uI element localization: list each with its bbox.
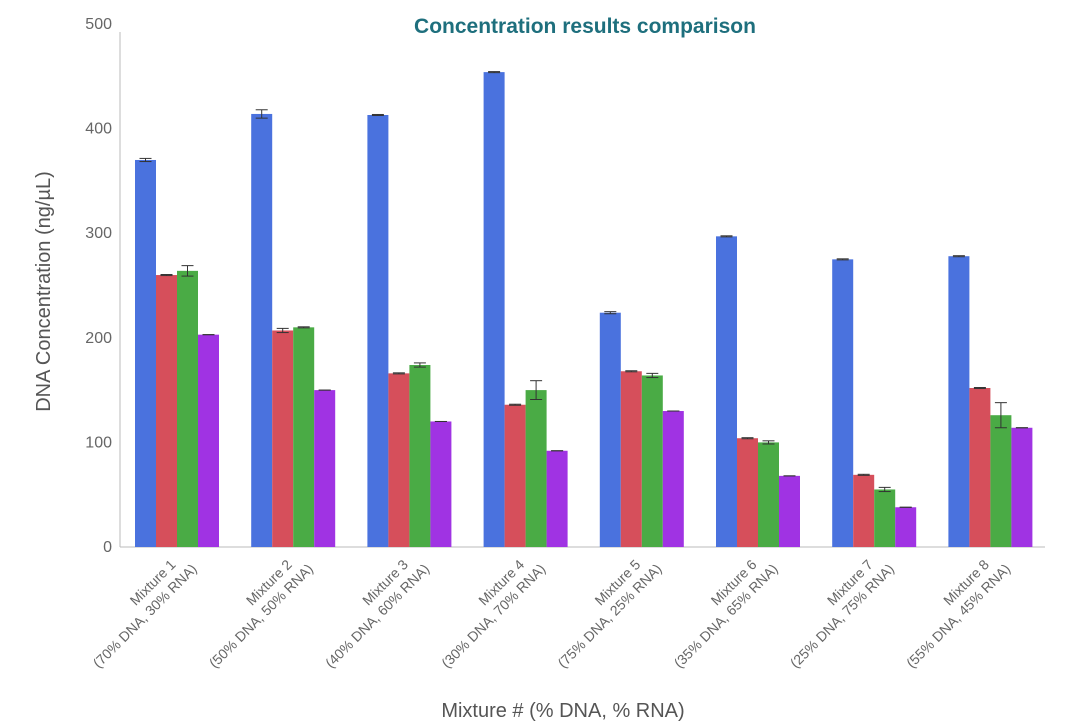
bar xyxy=(779,475,800,547)
x-tick-label-line2: (35% DNA, 65% RNA) xyxy=(671,561,781,671)
bar xyxy=(272,330,294,547)
bar xyxy=(251,113,273,548)
bar xyxy=(546,450,568,547)
bar xyxy=(662,411,684,547)
x-tick-label-line2: (40% DNA, 60% RNA) xyxy=(322,561,432,671)
bars xyxy=(135,72,1033,548)
y-tick-label: 100 xyxy=(85,434,112,451)
bar xyxy=(832,259,854,547)
x-tick-label-line2: (70% DNA, 30% RNA) xyxy=(90,561,200,671)
x-tick-label: Mixture 7(25% DNA, 75% RNA) xyxy=(787,556,897,671)
bar xyxy=(874,489,896,547)
x-tick-label: Mixture 1(70% DNA, 30% RNA) xyxy=(90,556,200,671)
bar xyxy=(430,421,452,547)
x-axis-label: Mixture # (% DNA, % RNA) xyxy=(441,700,684,722)
bar xyxy=(198,334,219,547)
bar xyxy=(388,373,410,547)
bar xyxy=(969,388,991,547)
bar xyxy=(599,312,621,547)
y-tick-label: 400 xyxy=(85,121,112,138)
x-tick-label-line2: (25% DNA, 75% RNA) xyxy=(787,561,897,671)
bar xyxy=(758,442,779,547)
bar xyxy=(990,415,1012,547)
x-tick-label: Mixture 5(75% DNA, 25% RNA) xyxy=(554,556,664,671)
x-tick-label-line2: (55% DNA, 45% RNA) xyxy=(903,561,1013,671)
bar xyxy=(314,390,336,547)
x-ticks: Mixture 1(70% DNA, 30% RNA) Mixture 2(50%… xyxy=(90,556,1014,671)
x-tick-label: Mixture 8(55% DNA, 45% RNA) xyxy=(903,556,1013,671)
bar xyxy=(135,159,156,548)
y-tick-label: 200 xyxy=(85,330,112,347)
bar xyxy=(409,364,431,547)
bar xyxy=(525,390,547,547)
bar xyxy=(367,115,389,547)
x-tick-label: Mixture 3(40% DNA, 60% RNA) xyxy=(322,556,432,671)
x-tick-label-line2: (30% DNA, 70% RNA) xyxy=(438,561,548,671)
x-tick-label-line2: (75% DNA, 25% RNA) xyxy=(554,561,664,671)
bar xyxy=(1011,427,1033,547)
bar xyxy=(156,275,177,547)
bar xyxy=(641,375,663,547)
x-tick-label-line2: (50% DNA, 50% RNA) xyxy=(206,561,316,671)
bar xyxy=(853,474,875,547)
bar xyxy=(293,327,315,547)
bar xyxy=(483,72,505,547)
bar xyxy=(504,404,526,547)
x-tick-label: Mixture 6(35% DNA, 65% RNA) xyxy=(671,556,781,671)
chart-title: Concentration results comparison xyxy=(414,15,756,38)
y-tick-label: 300 xyxy=(85,225,112,242)
bar xyxy=(716,236,737,547)
x-tick-label: Mixture 2(50% DNA, 50% RNA) xyxy=(206,556,316,671)
y-axis-label: DNA Concentration (ng/µL) xyxy=(33,171,55,412)
y-tick-label: 0 xyxy=(103,539,112,556)
y-ticks: 0 100 200 300 400 500 xyxy=(85,16,112,556)
bar xyxy=(620,371,642,547)
x-tick-label: Mixture 4(30% DNA, 70% RNA) xyxy=(438,556,548,671)
error-bars xyxy=(139,71,1028,508)
y-tick-label: 500 xyxy=(85,16,112,33)
bar xyxy=(948,256,970,547)
bar xyxy=(895,507,917,547)
bar xyxy=(737,438,758,547)
bar xyxy=(177,270,198,547)
